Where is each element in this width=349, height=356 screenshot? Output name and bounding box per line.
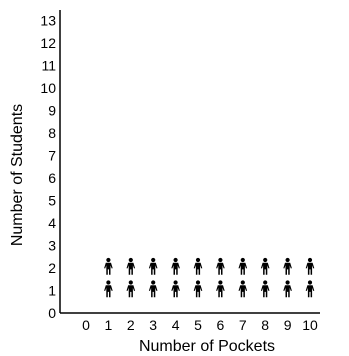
y-tick-label: 12	[40, 35, 56, 51]
x-axis-title: Number of Pockets	[139, 338, 275, 355]
person-marks	[104, 257, 315, 298]
person-icon	[104, 280, 113, 298]
x-tick-labels: 0 1 2 3 4 5 6 7 8 9 10	[82, 317, 318, 333]
person-icon	[216, 257, 225, 275]
person-icon	[283, 280, 292, 298]
y-tick-label: 11	[41, 58, 56, 74]
person-icon	[305, 280, 315, 298]
y-tick-label: 0	[48, 305, 56, 321]
person-icon	[126, 257, 136, 275]
y-tick-label: 8	[48, 125, 56, 141]
person-icon	[148, 257, 158, 275]
x-tick-label: 4	[172, 317, 180, 333]
x-tick-label: 8	[261, 317, 269, 333]
x-tick-label: 10	[302, 317, 318, 333]
person-icon	[305, 257, 315, 275]
person-icon	[193, 280, 203, 298]
person-icon	[260, 257, 270, 275]
person-icon	[193, 257, 203, 275]
person-icon	[126, 280, 136, 298]
person-icon	[283, 257, 292, 275]
x-tick-label: 3	[149, 317, 157, 333]
y-tick-label: 4	[48, 215, 56, 231]
person-icon	[216, 280, 225, 298]
x-tick-label: 7	[239, 317, 247, 333]
y-tick-label: 5	[48, 193, 56, 209]
y-tick-label: 1	[48, 283, 56, 299]
y-tick-label: 9	[48, 103, 56, 119]
person-icon	[104, 257, 113, 275]
x-tick-label: 1	[105, 317, 113, 333]
y-tick-label: 6	[48, 170, 56, 186]
y-tick-label: 10	[40, 80, 56, 96]
y-tick-label: 7	[48, 148, 56, 164]
x-tick-label: 9	[284, 317, 292, 333]
y-tick-label: 3	[48, 238, 56, 254]
person-icon	[171, 257, 180, 275]
y-tick-label: 13	[40, 13, 56, 29]
x-tick-label: 6	[217, 317, 225, 333]
person-icon	[148, 280, 158, 298]
person-icon	[260, 280, 270, 298]
person-icon	[171, 280, 180, 298]
x-tick-label: 2	[127, 317, 135, 333]
x-tick-label: 5	[194, 317, 202, 333]
person-icon	[238, 257, 248, 275]
y-tick-label: 2	[48, 260, 56, 276]
person-icon	[238, 280, 248, 298]
y-axis-title: Number of Students	[9, 104, 26, 246]
x-tick-label: 0	[82, 317, 90, 333]
